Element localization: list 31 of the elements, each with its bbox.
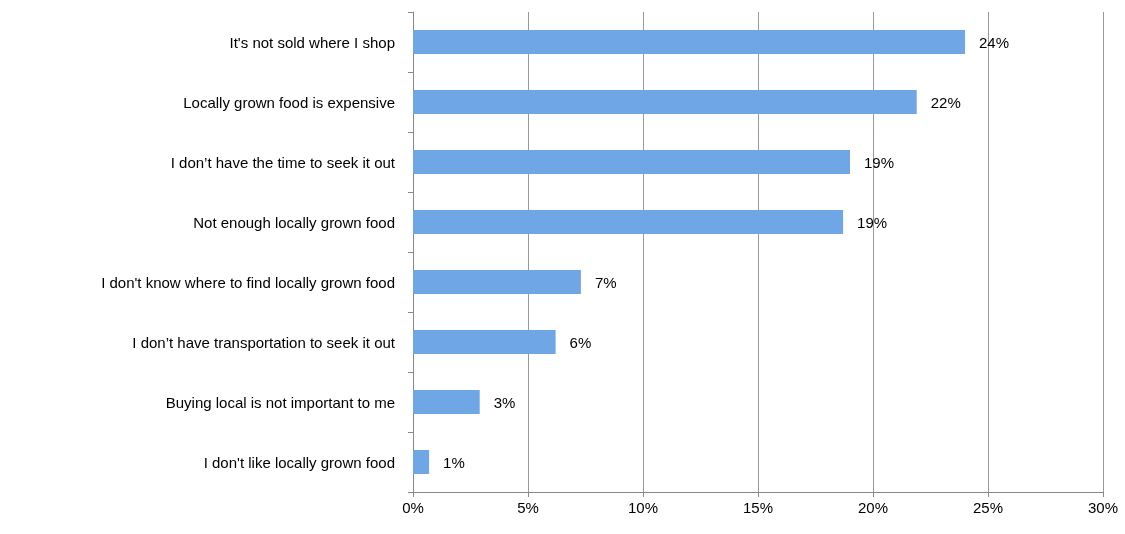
y-tick-label: I don’t have transportation to seek it out bbox=[132, 333, 396, 351]
bar bbox=[413, 150, 850, 174]
data-label: 7% bbox=[594, 273, 617, 291]
data-label: 19% bbox=[864, 153, 895, 171]
x-tick-label: 20% bbox=[857, 499, 889, 516]
y-tick-label: I don’t have the time to seek it out bbox=[170, 153, 396, 171]
data-label: 1% bbox=[443, 453, 465, 471]
y-tick-label: It's not sold where I shop bbox=[229, 33, 395, 51]
bar bbox=[413, 390, 480, 414]
y-tick-label: I don't like locally grown food bbox=[203, 453, 395, 471]
bar bbox=[413, 30, 965, 54]
x-tick-label: 15% bbox=[742, 499, 774, 516]
x-tick-label: 30% bbox=[1087, 499, 1119, 516]
bar bbox=[413, 90, 917, 114]
x-tick-label: 25% bbox=[972, 499, 1004, 516]
data-label: 22% bbox=[930, 93, 961, 111]
y-tick-label: I don't know where to find locally grown food bbox=[101, 273, 395, 291]
data-label: 6% bbox=[569, 333, 592, 351]
x-tick-label: 0% bbox=[402, 499, 424, 516]
bar bbox=[413, 270, 581, 294]
bar bbox=[413, 210, 844, 234]
y-tick-label: Not enough locally grown food bbox=[193, 213, 395, 231]
y-tick-label: Locally grown food is expensive bbox=[183, 93, 395, 111]
x-tick-label: 5% bbox=[517, 499, 539, 516]
data-label: 19% bbox=[857, 213, 888, 231]
x-tick-label: 10% bbox=[627, 499, 659, 516]
bar bbox=[413, 450, 430, 474]
data-label: 3% bbox=[493, 393, 516, 411]
data-label: 24% bbox=[979, 33, 1010, 51]
bar bbox=[413, 330, 556, 354]
y-tick-label: Buying local is not important to me bbox=[165, 393, 395, 411]
